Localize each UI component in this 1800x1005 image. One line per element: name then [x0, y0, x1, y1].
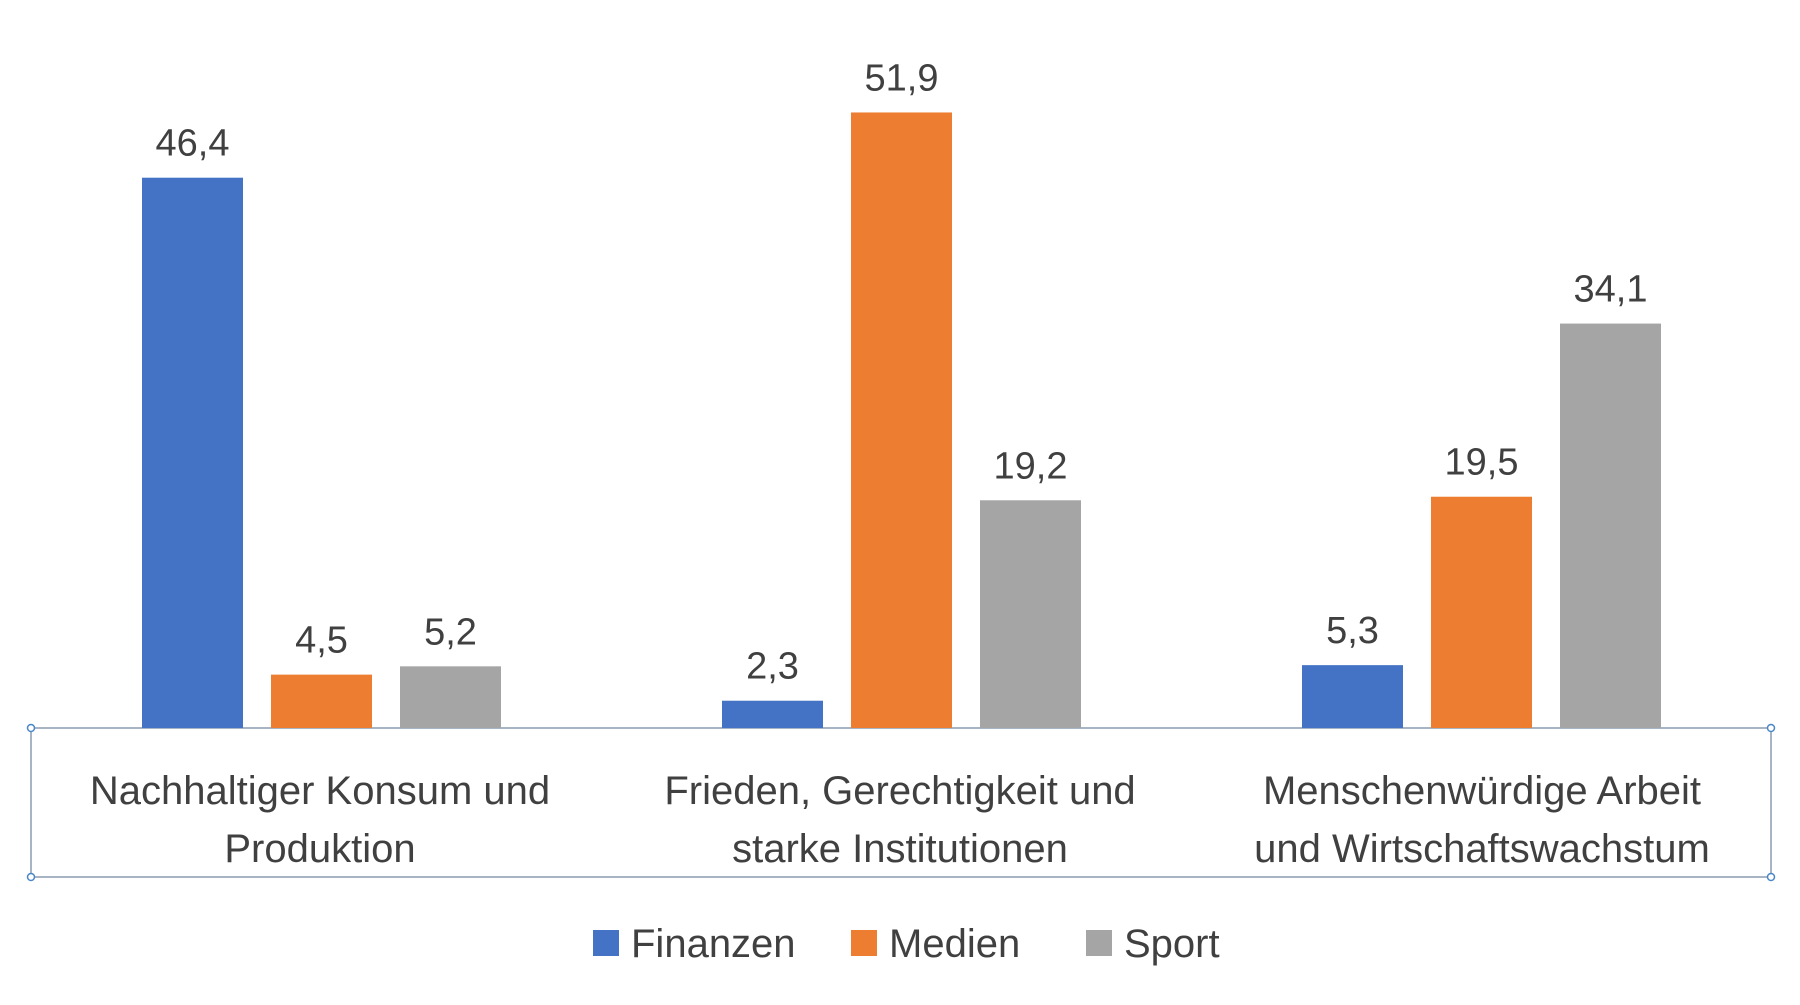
data-label: 2,3 [746, 646, 799, 688]
data-label: 19,5 [1445, 442, 1519, 484]
category-label: Produktion [224, 827, 415, 871]
bar-finanzen-1[interactable] [142, 177, 243, 729]
bar-medien-1[interactable] [271, 674, 372, 728]
data-label: 4,5 [295, 620, 348, 662]
legend-label-sport: Sport [1124, 922, 1220, 966]
category-label: starke Institutionen [732, 827, 1068, 871]
legend-swatch-finanzen [593, 930, 619, 956]
bar-sport-2[interactable] [980, 500, 1081, 728]
selection-handles [26, 723, 1776, 882]
bar-finanzen-3[interactable] [1302, 665, 1403, 728]
bar-finanzen-2[interactable] [722, 700, 823, 728]
data-label: 5,2 [424, 611, 477, 653]
category-label: und Wirtschaftswachstum [1254, 827, 1710, 871]
bar-sport-3[interactable] [1560, 323, 1661, 728]
data-labels-group: 46,4 2,3 5,3 4,5 51,9 19,5 5,2 19,2 34,1 [156, 57, 1648, 687]
legend-label-finanzen: Finanzen [631, 922, 796, 966]
bar-medien-3[interactable] [1431, 496, 1532, 728]
category-labels-group: Nachhaltiger Konsum und Produktion Frieden… [90, 769, 1710, 871]
bars-group [142, 112, 1661, 729]
legend-swatch-medien [851, 930, 877, 956]
legend: Finanzen Medien Sport [593, 922, 1220, 966]
data-label: 34,1 [1574, 269, 1648, 311]
bar-medien-2[interactable] [851, 112, 952, 728]
resize-handle[interactable] [26, 723, 36, 733]
category-label: Frieden, Gerechtigkeit und [664, 769, 1135, 813]
bar-sport-1[interactable] [400, 666, 501, 728]
category-label: Nachhaltiger Konsum und [90, 769, 550, 813]
legend-swatch-sport [1086, 930, 1112, 956]
resize-handle[interactable] [1766, 872, 1776, 882]
data-label: 19,2 [994, 445, 1068, 487]
data-label: 46,4 [156, 123, 230, 165]
data-label: 5,3 [1326, 610, 1379, 652]
category-label: Menschenwürdige Arbeit [1263, 769, 1701, 813]
resize-handle[interactable] [26, 872, 36, 882]
legend-label-medien: Medien [889, 922, 1020, 966]
resize-handle[interactable] [1766, 723, 1776, 733]
data-label: 51,9 [865, 57, 939, 99]
